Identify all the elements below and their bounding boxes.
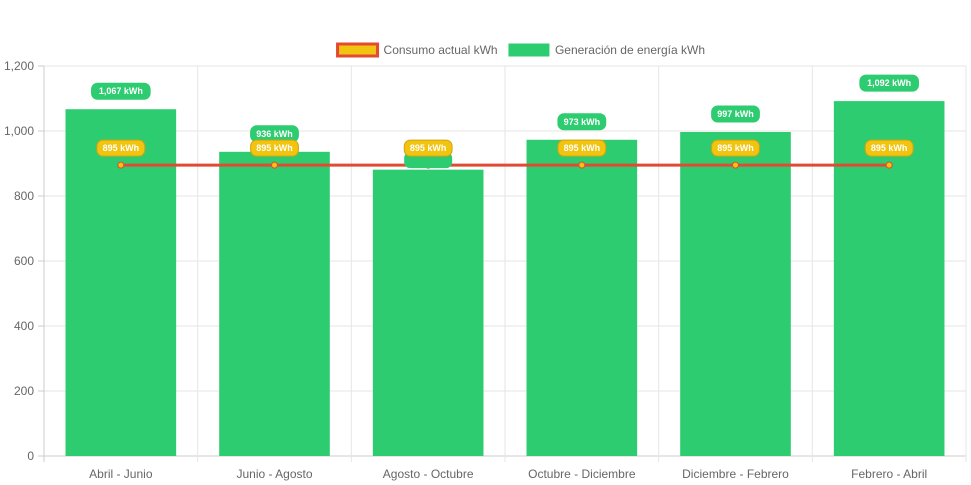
legend-consumption[interactable]: Consumo actual kWh <box>336 42 498 58</box>
consumption-point <box>732 161 739 169</box>
generation-bar <box>833 101 945 456</box>
generation-value-label: 1,092 kWh <box>859 74 919 92</box>
consumption-value-label-text: 895 kWh <box>871 143 908 153</box>
legend-generation[interactable]: Generación de energía kWh <box>508 43 705 57</box>
generation-bar <box>372 169 484 457</box>
generation-value-label-bg <box>711 105 760 123</box>
consumption-point <box>885 161 893 169</box>
consumption-value-label-bg <box>864 139 914 157</box>
generation-value-label: 997 kWh <box>711 105 760 123</box>
y-tick-label: 200 <box>14 384 34 398</box>
legend-consumption-label: Consumo actual kWh <box>384 43 498 57</box>
generation-bar <box>526 139 638 456</box>
generation-value-label-text: 1,067 kWh <box>99 86 143 96</box>
generation-value-label: 936 kWh <box>250 125 299 143</box>
x-tick-label: Abril - Junio <box>89 467 153 481</box>
generation-value-label-bg <box>557 113 607 131</box>
consumption-point <box>578 161 586 169</box>
generation-bars <box>65 101 945 457</box>
legend[interactable]: Consumo actual kWh Generación de energía … <box>336 42 705 58</box>
x-tick-label: Junio - Agosto <box>236 467 312 481</box>
generation-value-label-bg <box>91 82 151 100</box>
legend-consumption-swatch <box>336 42 380 58</box>
consumption-point <box>271 161 278 169</box>
grid <box>43 65 967 462</box>
y-tick-label: 400 <box>14 319 34 333</box>
consumption-value-label-text: 895 kWh <box>256 143 293 153</box>
generation-value-label-text: 997 kWh <box>717 109 754 119</box>
data-labels: 1,067 kWh 936 kWh 973 kWh 997 kWh 1,092 kWh 8… <box>91 74 919 169</box>
generation-value-label: 1,067 kWh <box>91 82 151 100</box>
generation-bar <box>219 151 330 457</box>
generation-bar <box>680 131 791 456</box>
x-tick-label: Febrero - Abril <box>851 467 927 481</box>
generation-value-label-text: 1,092 kWh <box>867 78 911 88</box>
generation-bar <box>65 109 177 456</box>
y-tick-label: 600 <box>14 254 34 268</box>
consumption-value-label: 895 kWh <box>864 139 914 157</box>
y-tick-label: 800 <box>14 189 34 203</box>
axes: 0 200 400 600 800 1,000 1,200 Abril - Junio Juni… <box>4 59 927 481</box>
consumption-line <box>117 161 893 169</box>
y-tick-label: 0 <box>27 449 34 463</box>
consumption-value-label-text: 895 kWh <box>717 143 754 153</box>
y-tick-label: 1,000 <box>4 124 34 138</box>
generation-value-label-text: 936 kWh <box>256 129 293 139</box>
legend-generation-label: Generación de energía kWh <box>555 43 705 57</box>
consumption-value-label: 895 kWh <box>250 139 299 157</box>
generation-value-label-bg <box>859 74 919 92</box>
generation-value-label-text: 973 kWh <box>564 117 601 127</box>
consumption-value-label: 895 kWh <box>711 139 760 157</box>
consumption-value-label-bg <box>711 139 760 157</box>
y-tick-label: 1,200 <box>4 59 34 73</box>
generation-value-label: 973 kWh <box>557 113 607 131</box>
consumption-value-label-bg <box>96 139 146 157</box>
consumption-value-label-text: 895 kWh <box>410 143 447 153</box>
consumption-value-label-text: 895 kWh <box>103 143 140 153</box>
consumption-value-label-text: 895 kWh <box>564 143 601 153</box>
consumption-value-label: 895 kWh <box>403 139 453 157</box>
consumption-value-label-bg <box>403 139 453 157</box>
consumption-point <box>117 161 125 169</box>
x-tick-label: Diciembre - Febrero <box>682 467 789 481</box>
consumption-value-label-bg <box>250 139 299 157</box>
consumption-value-label-bg <box>557 139 607 157</box>
x-tick-label: Agosto - Octubre <box>383 467 474 481</box>
x-tick-label: Octubre - Diciembre <box>528 467 636 481</box>
legend-generation-swatch <box>508 43 550 57</box>
consumption-value-label: 895 kWh <box>96 139 146 157</box>
consumption-value-label: 895 kWh <box>557 139 607 157</box>
